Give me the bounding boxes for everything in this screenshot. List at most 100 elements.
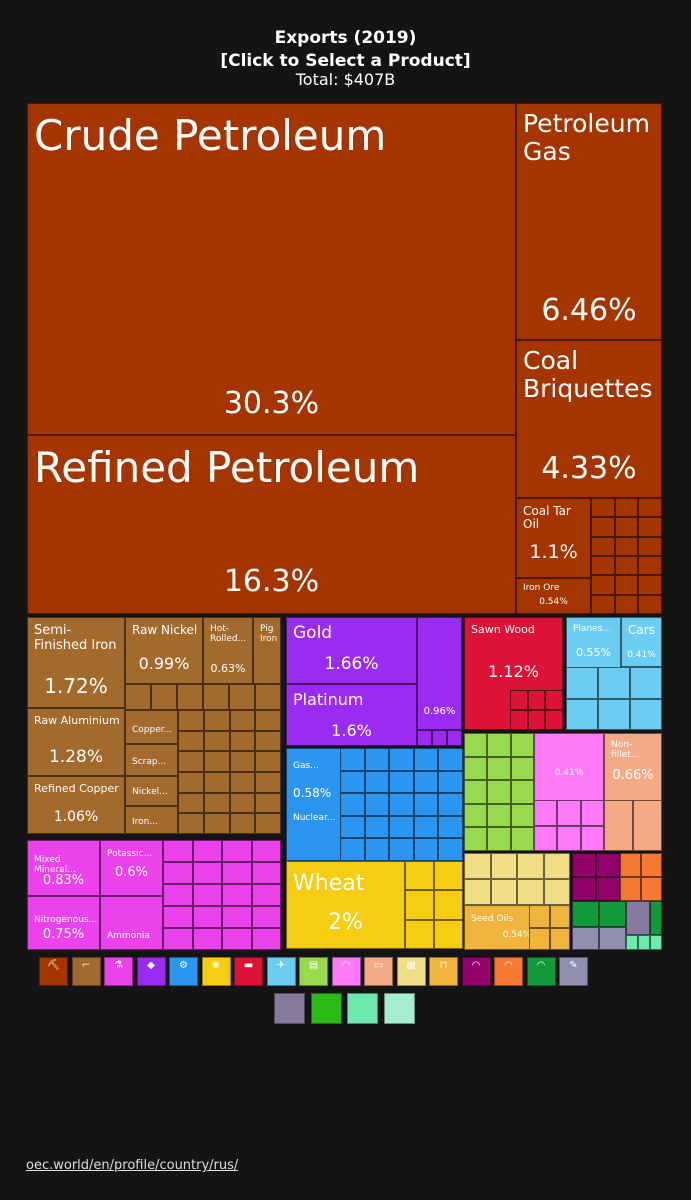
chemicals-small-tile[interactable] [163, 928, 193, 950]
tile-28[interactable]: Nitrogenous... 0.75% [27, 896, 100, 950]
plastics-small-tile[interactable] [580, 825, 604, 851]
vegetable-small-tile[interactable] [405, 890, 434, 920]
mineral-small-tile[interactable] [614, 594, 639, 614]
chemicals-small-tile[interactable] [163, 906, 193, 928]
precious-metals-icon[interactable]: ◆ [136, 957, 166, 986]
plant-small-tile[interactable] [464, 803, 488, 828]
metals-small-tile[interactable] [255, 751, 281, 772]
wood-small-tile[interactable] [527, 690, 546, 710]
mineral-small-tile[interactable] [638, 556, 662, 576]
tile-5[interactable]: Iron Ore 0.54% [516, 578, 591, 614]
machines-small-tile[interactable] [389, 748, 414, 771]
mineral-small-tile[interactable] [638, 498, 662, 518]
metals-small-tile[interactable] [178, 710, 204, 731]
chemicals-small-tile[interactable] [192, 884, 222, 906]
mineral-small-tile[interactable] [638, 575, 662, 595]
metals-small-tile[interactable] [203, 710, 230, 731]
arts-antiques-icon[interactable] [274, 993, 305, 1024]
machines-small-tile[interactable] [364, 838, 390, 861]
miscellaneous-icon[interactable]: ◠ [494, 957, 523, 986]
stone-small-tile[interactable] [490, 853, 517, 879]
wood-small-tile[interactable] [527, 710, 546, 730]
plant-small-tile[interactable] [510, 733, 534, 757]
machines-small-tile[interactable] [438, 815, 463, 839]
chemicals-small-tile[interactable] [163, 862, 193, 884]
tile-1[interactable]: Refined Petroleum 16.3% [27, 435, 516, 614]
tile-13[interactable]: Scrap... [125, 744, 178, 776]
chemical-products-icon[interactable]: ⚗ [104, 957, 133, 986]
wood-small-tile[interactable] [510, 690, 528, 710]
machines-small-tile[interactable] [413, 793, 439, 816]
plant-small-tile[interactable] [487, 780, 511, 804]
vegetable-small-tile[interactable] [434, 861, 463, 891]
misc-tile[interactable] [641, 877, 662, 901]
chemicals-small-tile[interactable] [163, 884, 193, 906]
metals-small-tile[interactable] [203, 813, 230, 834]
metals-small-tile[interactable] [151, 684, 177, 710]
vegetable-small-tile[interactable] [405, 861, 434, 891]
tile-15[interactable]: Iron... [125, 806, 178, 834]
tile-2[interactable]: Petroleum Gas 6.46% [516, 103, 662, 340]
metals-small-tile[interactable] [255, 772, 281, 793]
machines-small-tile[interactable] [438, 748, 463, 771]
machines-small-tile[interactable] [340, 770, 365, 794]
metals-small-tile[interactable] [203, 751, 230, 772]
mineral-small-tile[interactable] [638, 517, 662, 537]
mineral-small-tile[interactable] [591, 575, 615, 595]
machines-small-tile[interactable] [340, 815, 365, 839]
tile-6[interactable]: Semi-Finished Iron 1.72% [27, 617, 125, 708]
weapons-tile[interactable] [572, 927, 599, 950]
metals-small-tile[interactable] [178, 813, 204, 834]
animal-small-tile[interactable] [633, 800, 662, 851]
machines-small-tile[interactable] [364, 748, 390, 771]
metals-small-tile[interactable] [229, 792, 256, 814]
metals-small-tile[interactable] [178, 730, 204, 752]
weapons-icon[interactable]: ✎ [559, 957, 588, 986]
vegetable-small-tile[interactable] [405, 919, 434, 949]
machines-small-tile[interactable] [438, 793, 463, 816]
machines-small-tile[interactable] [413, 838, 439, 861]
instruments-icon[interactable]: ◠ [461, 957, 491, 986]
mineral-small-tile[interactable] [614, 556, 639, 576]
stone-small-tile[interactable] [517, 853, 544, 879]
mineral-products-icon[interactable]: ⛏ [39, 957, 68, 986]
transportation-icon[interactable]: ✈ [266, 957, 296, 986]
animal-hides-icon[interactable]: ▭ [364, 957, 393, 986]
textiles-tile[interactable] [650, 901, 662, 935]
animal-products-icon[interactable] [347, 993, 378, 1024]
transport-small-tile[interactable] [598, 667, 630, 699]
textiles-tile[interactable] [599, 901, 626, 927]
machines-small-tile[interactable] [438, 770, 463, 794]
mineral-small-tile[interactable] [614, 498, 639, 518]
transport-small-tile[interactable] [566, 698, 598, 730]
transport-small-tile[interactable] [566, 667, 598, 699]
machines-small-tile[interactable] [340, 748, 365, 771]
plant-small-tile[interactable] [510, 756, 534, 781]
machines-small-tile[interactable] [364, 793, 390, 816]
machines-small-tile[interactable] [389, 793, 414, 816]
plastics-small-tile[interactable] [534, 825, 558, 851]
tile-26[interactable]: Mixed Mineral... 0.83% [27, 840, 100, 896]
metals-small-tile[interactable] [203, 772, 230, 793]
stone-small-tile[interactable] [543, 879, 570, 905]
other-tile[interactable] [626, 901, 650, 935]
mineral-small-tile[interactable] [614, 575, 639, 595]
wood-small-tile[interactable] [545, 710, 563, 730]
mineral-small-tile[interactable] [591, 517, 615, 537]
foodstuffs-small-tile[interactable] [529, 927, 550, 950]
metals-small-tile[interactable] [229, 710, 256, 731]
tile-18[interactable]: 0.96% [417, 617, 462, 730]
transport-small-tile[interactable] [598, 698, 630, 730]
chemicals-small-tile[interactable] [192, 928, 222, 950]
chemicals-small-tile[interactable] [192, 840, 222, 862]
plastics-icon[interactable]: ◠ [331, 957, 361, 986]
stone-small-tile[interactable] [543, 853, 570, 879]
tile-29[interactable]: Ammonia [100, 896, 163, 950]
metals-small-tile[interactable] [229, 730, 256, 752]
plant-small-tile[interactable] [487, 733, 511, 757]
tile-9[interactable]: Pig Iron [253, 617, 281, 684]
mineral-small-tile[interactable] [614, 517, 639, 537]
tile-30[interactable]: Wheat 2% [286, 861, 405, 949]
chemicals-small-tile[interactable] [192, 906, 222, 928]
metals-small-tile[interactable] [229, 684, 255, 710]
